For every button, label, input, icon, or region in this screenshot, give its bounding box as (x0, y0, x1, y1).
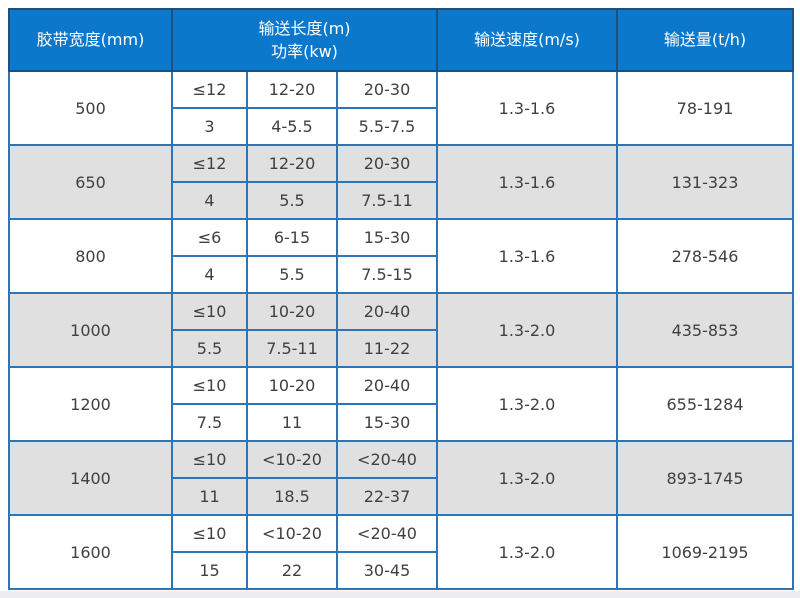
header-speed: 输送速度(m/s) (436, 8, 618, 72)
cell-power-1: 5.5 (171, 329, 248, 368)
table-row: 7.5 11 15-30 (9, 403, 793, 442)
header-belt-width: 胶带宽度(mm) (8, 8, 173, 72)
cell-speed: 1.3-1.6 (436, 70, 618, 146)
cell-power-2: 5.5 (246, 181, 338, 220)
cell-length-2: 12-20 (246, 70, 338, 109)
cell-capacity: 278-546 (616, 218, 794, 294)
cell-length-1: ≤12 (171, 144, 248, 183)
cell-length-1: ≤10 (171, 292, 248, 331)
cell-power-3: 30-45 (336, 551, 438, 590)
table-row: 11 18.5 22-37 (9, 477, 793, 516)
cell-length-3: 20-30 (336, 144, 438, 183)
cell-power-3: 22-37 (336, 477, 438, 516)
header-row: 胶带宽度(mm) 输送长度(m) 功率(kw) 输送速度(m/s) 输送量(t/… (8, 8, 794, 72)
row-group-1600: 1600 ≤10 <10-20 <20-40 1.3-2.0 1069-2195… (8, 514, 794, 590)
cell-capacity: 893-1745 (616, 440, 794, 516)
row-group-800: 800 ≤6 6-15 15-30 1.3-1.6 278-546 4 5.5 … (8, 218, 794, 294)
cell-power-2: 7.5-11 (246, 329, 338, 368)
header-length-power: 输送长度(m) 功率(kw) (171, 8, 438, 72)
table-header: 胶带宽度(mm) 输送长度(m) 功率(kw) 输送速度(m/s) 输送量(t/… (8, 8, 794, 72)
table-row: 800 ≤6 6-15 15-30 1.3-1.6 278-546 (8, 218, 794, 294)
cell-belt-width: 1000 (8, 292, 173, 368)
cell-capacity: 435-853 (616, 292, 794, 368)
header-power-line: 功率(kw) (271, 42, 338, 61)
cell-power-1: 7.5 (171, 403, 248, 442)
table-row: 1200 ≤10 10-20 20-40 1.3-2.0 655-1284 (8, 366, 794, 442)
cell-length-3: 20-30 (336, 70, 438, 109)
table-row: 5.5 7.5-11 11-22 (9, 329, 793, 368)
cell-speed: 1.3-1.6 (436, 218, 618, 294)
cell-length-2: <10-20 (246, 440, 338, 479)
cell-power-3: 7.5-15 (336, 255, 438, 294)
conveyor-spec-table: 胶带宽度(mm) 输送长度(m) 功率(kw) 输送速度(m/s) 输送量(t/… (8, 8, 794, 590)
cell-belt-width: 500 (8, 70, 173, 146)
cell-length-3: 20-40 (336, 366, 438, 405)
cell-belt-width: 1200 (8, 366, 173, 442)
cell-length-1: ≤12 (171, 70, 248, 109)
cell-power-1: 4 (171, 255, 248, 294)
cell-length-1: ≤10 (171, 514, 248, 553)
cell-power-2: 11 (246, 403, 338, 442)
row-group-500: 500 ≤12 12-20 20-30 1.3-1.6 78-191 3 4-5… (8, 70, 794, 146)
cell-length-2: 10-20 (246, 292, 338, 331)
page-bottom-strip (0, 591, 800, 598)
cell-length-2: 12-20 (246, 144, 338, 183)
cell-power-3: 7.5-11 (336, 181, 438, 220)
cell-power-2: 4-5.5 (246, 107, 338, 146)
cell-power-1: 11 (171, 477, 248, 516)
cell-capacity: 131-323 (616, 144, 794, 220)
cell-length-2: 6-15 (246, 218, 338, 257)
cell-belt-width: 800 (8, 218, 173, 294)
cell-speed: 1.3-2.0 (436, 292, 618, 368)
cell-length-3: 15-30 (336, 218, 438, 257)
row-group-1400: 1400 ≤10 <10-20 <20-40 1.3-2.0 893-1745 … (8, 440, 794, 516)
table-row: 15 22 30-45 (9, 551, 793, 590)
row-group-1200: 1200 ≤10 10-20 20-40 1.3-2.0 655-1284 7.… (8, 366, 794, 442)
cell-power-3: 15-30 (336, 403, 438, 442)
cell-power-1: 15 (171, 551, 248, 590)
table-row: 1600 ≤10 <10-20 <20-40 1.3-2.0 1069-2195 (8, 514, 794, 590)
cell-belt-width: 1600 (8, 514, 173, 590)
cell-power-2: 18.5 (246, 477, 338, 516)
cell-length-1: ≤6 (171, 218, 248, 257)
cell-power-3: 11-22 (336, 329, 438, 368)
cell-power-1: 4 (171, 181, 248, 220)
table-row: 650 ≤12 12-20 20-30 1.3-1.6 131-323 (8, 144, 794, 220)
cell-speed: 1.3-2.0 (436, 366, 618, 442)
cell-length-1: ≤10 (171, 440, 248, 479)
table-row: 3 4-5.5 5.5-7.5 (9, 107, 793, 146)
cell-power-2: 5.5 (246, 255, 338, 294)
cell-length-3: <20-40 (336, 440, 438, 479)
cell-length-1: ≤10 (171, 366, 248, 405)
table-row: 1400 ≤10 <10-20 <20-40 1.3-2.0 893-1745 (8, 440, 794, 516)
header-capacity: 输送量(t/h) (616, 8, 794, 72)
cell-speed: 1.3-2.0 (436, 514, 618, 590)
table-row: 4 5.5 7.5-15 (9, 255, 793, 294)
cell-power-2: 22 (246, 551, 338, 590)
cell-speed: 1.3-2.0 (436, 440, 618, 516)
cell-length-3: <20-40 (336, 514, 438, 553)
table-row: 4 5.5 7.5-11 (9, 181, 793, 220)
header-length-line: 输送长度(m) (258, 18, 351, 38)
row-group-650: 650 ≤12 12-20 20-30 1.3-1.6 131-323 4 5.… (8, 144, 794, 220)
table-row: 1000 ≤10 10-20 20-40 1.3-2.0 435-853 (8, 292, 794, 368)
cell-power-3: 5.5-7.5 (336, 107, 438, 146)
cell-length-2: <10-20 (246, 514, 338, 553)
cell-length-2: 10-20 (246, 366, 338, 405)
cell-capacity: 78-191 (616, 70, 794, 146)
cell-capacity: 1069-2195 (616, 514, 794, 590)
cell-speed: 1.3-1.6 (436, 144, 618, 220)
cell-belt-width: 650 (8, 144, 173, 220)
table-row: 500 ≤12 12-20 20-30 1.3-1.6 78-191 (8, 70, 794, 146)
cell-length-3: 20-40 (336, 292, 438, 331)
cell-belt-width: 1400 (8, 440, 173, 516)
cell-capacity: 655-1284 (616, 366, 794, 442)
row-group-1000: 1000 ≤10 10-20 20-40 1.3-2.0 435-853 5.5… (8, 292, 794, 368)
cell-power-1: 3 (171, 107, 248, 146)
